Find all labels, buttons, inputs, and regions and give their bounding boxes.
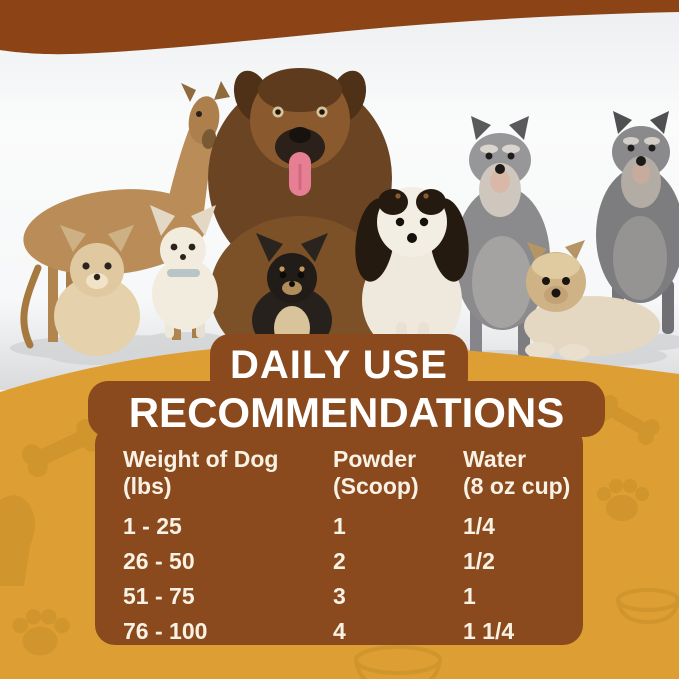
water-value: 1/2 (463, 548, 495, 574)
bowl-icon (354, 645, 442, 679)
bone-icon (596, 395, 660, 445)
top-wave-banner (0, 0, 679, 55)
powder-value: 1 (333, 513, 346, 539)
weight-value: 76 - 100 (123, 618, 208, 644)
table-header-row: Weight of Dog (lbs) Powder (Scoop) Water… (123, 446, 571, 500)
water-value: 1 (463, 583, 476, 609)
paw-icon (597, 479, 649, 521)
table-row: 1 - 25 1 1/4 (123, 513, 571, 539)
dog-silhouette-icon (0, 495, 35, 586)
col-header-weight: Weight of Dog (lbs) (123, 446, 279, 499)
weight-value: 1 - 25 (123, 513, 182, 539)
weight-value: 26 - 50 (123, 548, 195, 574)
dog-chihuahua-cream (54, 225, 140, 356)
table-row: 76 - 100 4 1 1/4 (123, 618, 571, 644)
table-row: 51 - 75 3 1 (123, 583, 571, 609)
daily-use-title: DAILY USE (230, 343, 448, 387)
table-row: 26 - 50 2 1/2 (123, 548, 571, 574)
powder-value: 2 (333, 548, 346, 574)
dog-chihuahua-white (150, 205, 218, 338)
bowl-icon (616, 588, 679, 625)
weight-value: 51 - 75 (123, 583, 195, 609)
recommendations-title: RECOMMENDATIONS (128, 389, 565, 436)
water-value: 1/4 (463, 513, 495, 539)
recommendations-panel (95, 424, 583, 645)
dog-schnauzer-right (596, 111, 679, 338)
dog-pattern (0, 395, 679, 679)
dog-schnauzer-left (454, 116, 550, 358)
col-header-water: Water (8 oz cup) (463, 446, 571, 499)
powder-value: 3 (333, 583, 346, 609)
water-value: 1 1/4 (463, 618, 515, 644)
dosing-table: Weight of Dog (lbs) Powder (Scoop) Water… (123, 446, 571, 653)
dog-yorkshire-terrier (524, 240, 660, 360)
paw-icon (12, 609, 70, 656)
powder-value: 4 (333, 618, 346, 644)
col-header-powder: Powder (Scoop) (333, 446, 419, 499)
